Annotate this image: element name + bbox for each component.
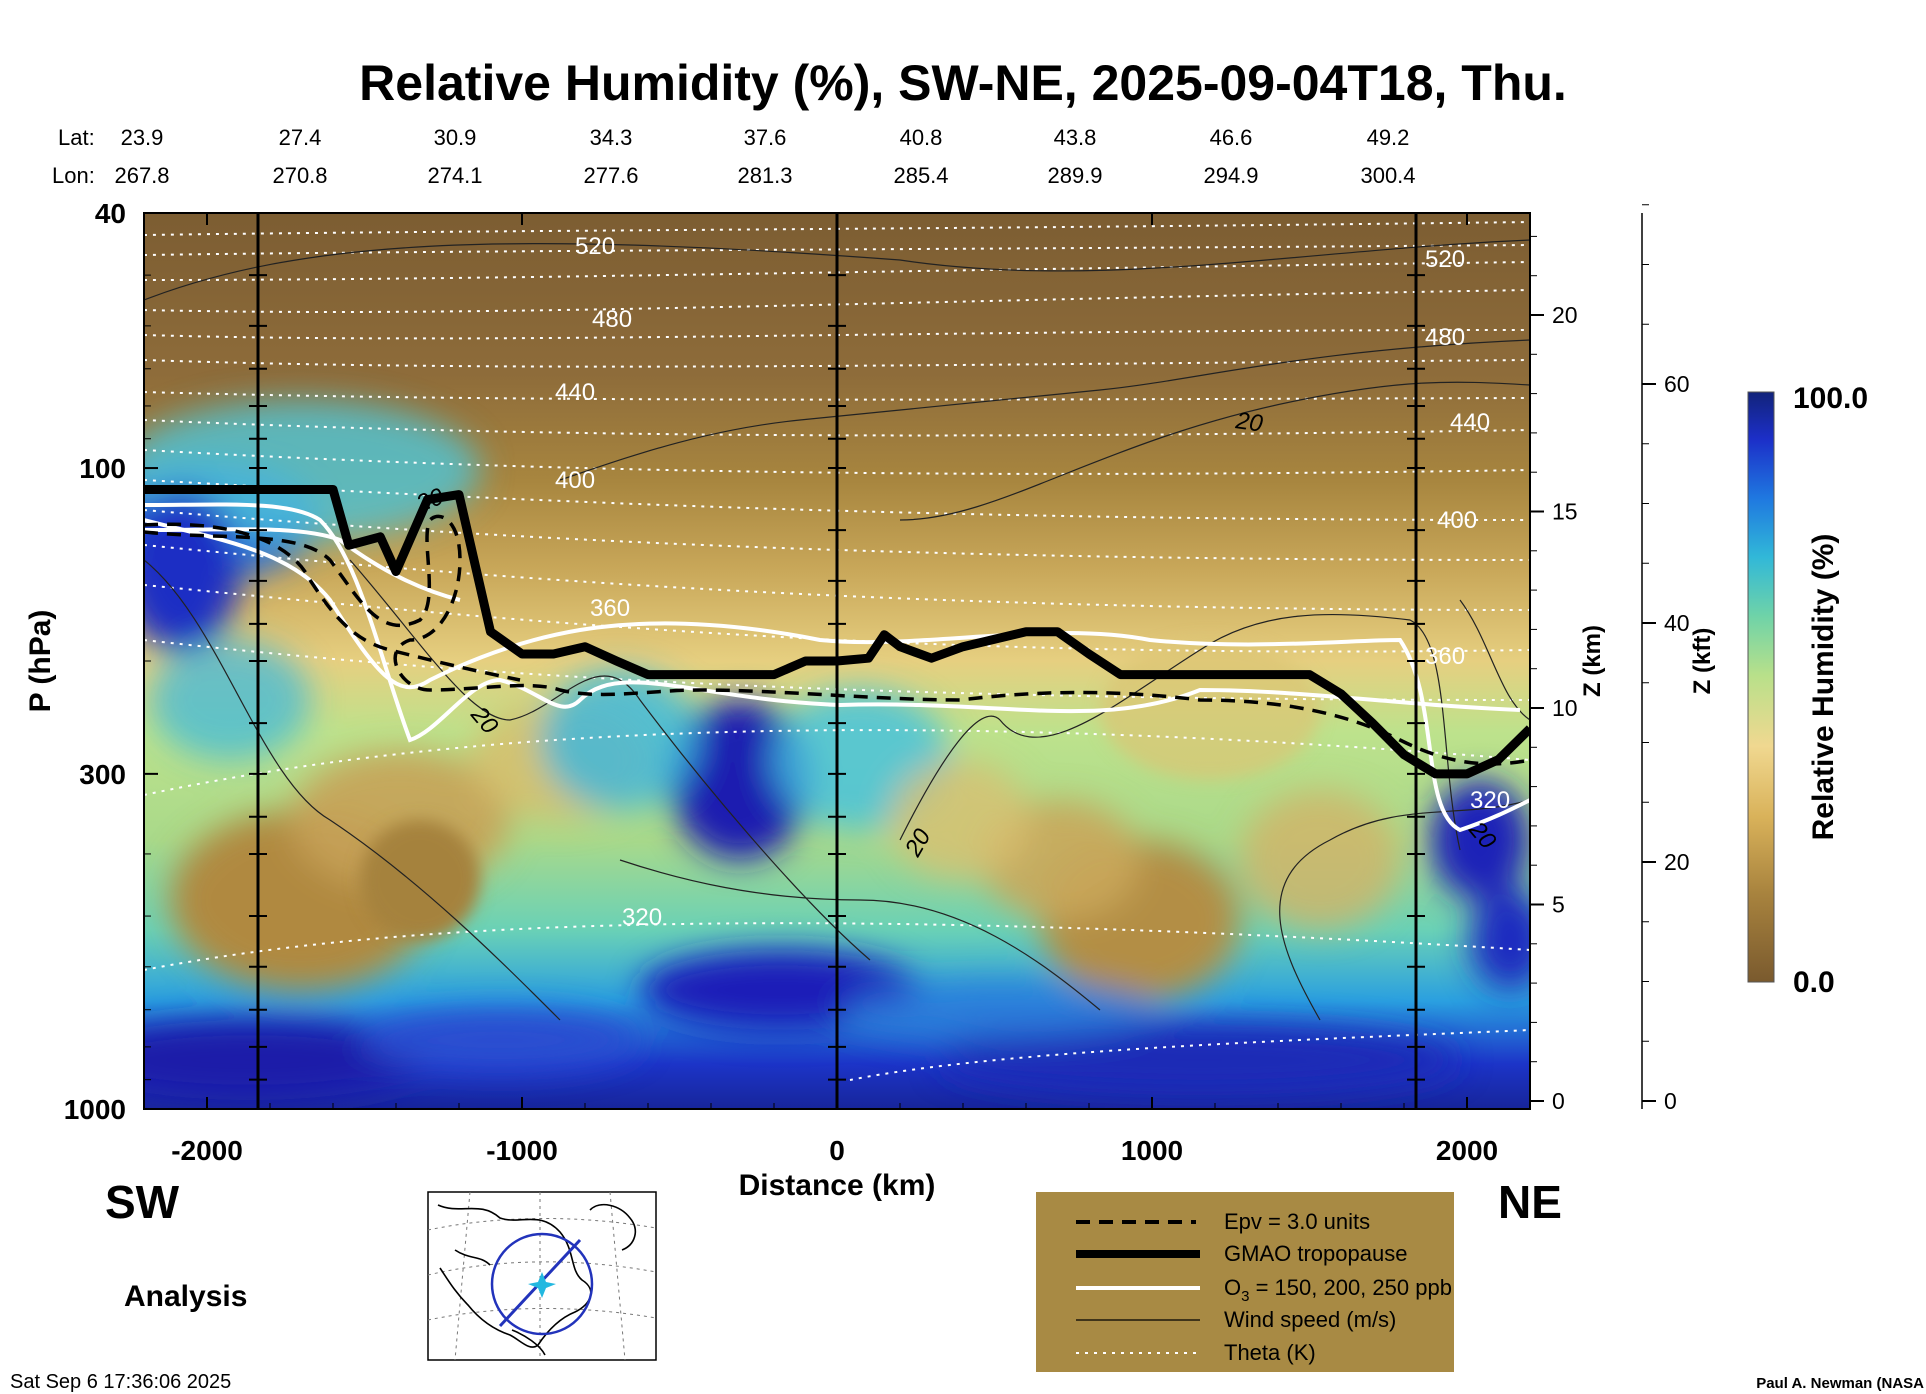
chart-title: Relative Humidity (%), SW-NE, 2025-09-04…	[359, 55, 1567, 111]
theta-label: 440	[1450, 409, 1490, 436]
legend-tropopause: GMAO tropopause	[1224, 1241, 1407, 1266]
colorbar: 100.0 0.0 Relative Humidity (%)	[1747, 382, 1868, 999]
p-tick-label: 300	[79, 759, 126, 790]
lat-value: 49.2	[1367, 125, 1410, 150]
p-tick-label: 100	[79, 453, 126, 484]
z-kft-axis: 0 20 40 60 Z (kft)	[1641, 204, 1716, 1114]
theta-label: 480	[1425, 324, 1465, 351]
theta-label: 360	[590, 595, 630, 622]
lon-value: 285.4	[893, 163, 948, 188]
lat-lon-header: Lat: Lon: 23.9 27.4 30.9 34.3 37.6 40.8 43.8 46…	[52, 125, 1416, 188]
x-axis: -2000 -1000 0 1000 2000	[143, 213, 1531, 1166]
z-kft-tick-label: 60	[1664, 371, 1690, 397]
theta-label: 400	[1437, 507, 1477, 534]
legend-theta: Theta (K)	[1224, 1340, 1316, 1365]
theta-label: 320	[1470, 787, 1510, 814]
sw-label: SW	[105, 1176, 180, 1228]
wind-label: 20	[1233, 407, 1265, 438]
theta-label: 520	[575, 233, 615, 260]
x-tick-label: 2000	[1436, 1135, 1498, 1166]
z-kft-tick-label: 40	[1664, 610, 1690, 636]
legend-ozone: O3 = 150, 200, 250 ppb	[1224, 1275, 1452, 1305]
lat-value: 40.8	[900, 125, 943, 150]
ne-label: NE	[1498, 1176, 1562, 1228]
theta-label: 520	[1425, 246, 1465, 273]
rh-field: 520 480 440 400 360 320 520 480 440 400 …	[144, 213, 1530, 1109]
theta-label: 480	[592, 306, 632, 333]
p-tick-label: 40	[95, 198, 126, 229]
wind-contours	[144, 239, 1530, 1021]
lon-value: 281.3	[737, 163, 792, 188]
y-axis-label: P (hPa)	[24, 610, 57, 713]
x-tick-label: 1000	[1121, 1135, 1183, 1166]
lon-value: 270.8	[272, 163, 327, 188]
epv-contours	[144, 514, 1530, 766]
lat-value: 46.6	[1210, 125, 1253, 150]
ozone-contours	[144, 502, 1530, 833]
lon-values: 267.8 270.8 274.1 277.6 281.3 285.4 289.9 294.9…	[114, 163, 1415, 188]
z-km-label: Z (km)	[1579, 625, 1606, 697]
colorbar-min: 0.0	[1793, 966, 1835, 999]
z-km-tick-label: 20	[1552, 302, 1578, 328]
z-km-tick-label: 5	[1552, 892, 1565, 918]
reference-tick-marks	[249, 274, 1425, 1110]
lat-value: 43.8	[1054, 125, 1097, 150]
z-km-tick-label: 10	[1552, 695, 1578, 721]
lat-value: 37.6	[744, 125, 787, 150]
theta-label: 360	[1425, 643, 1465, 670]
z-kft-tick-label: 20	[1664, 849, 1690, 875]
theta-label: 320	[622, 904, 662, 931]
z-km-axis: 0 5 10 15 20 Z (km)	[1529, 213, 1606, 1114]
lon-value: 294.9	[1203, 163, 1258, 188]
legend-wind: Wind speed (m/s)	[1224, 1307, 1396, 1332]
lat-values: 23.9 27.4 30.9 34.3 37.6 40.8 43.8 46.6 49.2	[121, 125, 1410, 150]
lat-value: 23.9	[121, 125, 164, 150]
lon-value: 277.6	[583, 163, 638, 188]
timestamp: Sat Sep 6 17:36:06 2025	[10, 1371, 231, 1393]
lat-label: Lat:	[58, 125, 95, 150]
pressure-axis: 40 100 300 1000	[64, 198, 158, 1125]
theta-contours	[144, 221, 1530, 1081]
x-tick-label: -2000	[171, 1135, 243, 1166]
lon-value: 274.1	[427, 163, 482, 188]
x-axis-label: Distance (km)	[739, 1169, 936, 1202]
gmao-tropopause-line	[144, 485, 1530, 779]
lat-value: 34.3	[590, 125, 633, 150]
lon-value: 300.4	[1360, 163, 1415, 188]
theta-label: 400	[555, 467, 595, 494]
lat-value: 30.9	[434, 125, 477, 150]
theta-labels: 520 480 440 400 360 320 520 480 440 400 …	[555, 233, 1510, 931]
lon-value: 267.8	[114, 163, 169, 188]
z-km-tick-label: 15	[1552, 499, 1578, 525]
lon-label: Lon:	[52, 163, 95, 188]
lat-value: 27.4	[279, 125, 322, 150]
legend: Epv = 3.0 units GMAO tropopause O3 = 150…	[1036, 1192, 1454, 1372]
z-km-tick-label: 0	[1552, 1088, 1565, 1114]
lon-value: 289.9	[1047, 163, 1102, 188]
inset-map	[427, 1191, 657, 1361]
analysis-label: Analysis	[124, 1280, 247, 1313]
z-kft-label: Z (kft)	[1689, 628, 1716, 695]
credit: Paul A. Newman (NASA	[1756, 1375, 1924, 1392]
z-kft-tick-label: 0	[1664, 1088, 1677, 1114]
theta-label: 440	[555, 379, 595, 406]
x-tick-label: 0	[829, 1135, 845, 1166]
colorbar-label: Relative Humidity (%)	[1807, 534, 1840, 841]
legend-epv: Epv = 3.0 units	[1224, 1209, 1370, 1234]
colorbar-max: 100.0	[1793, 382, 1868, 415]
p-tick-label: 1000	[64, 1094, 126, 1125]
x-tick-label: -1000	[486, 1135, 558, 1166]
